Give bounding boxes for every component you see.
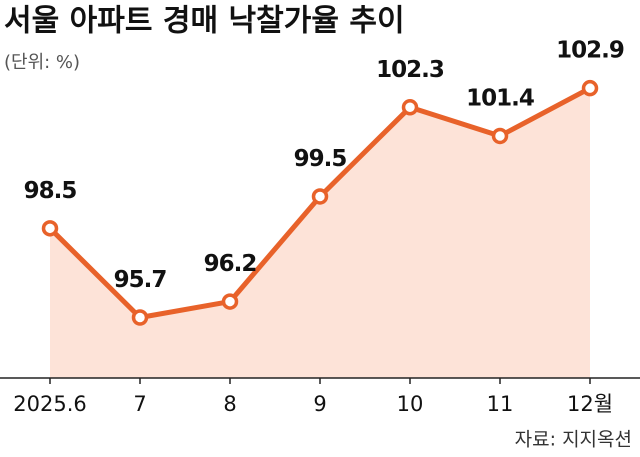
- value-label: 98.5: [24, 178, 77, 204]
- marker: [41, 220, 59, 237]
- value-label: 95.7: [114, 267, 167, 293]
- marker: [491, 127, 509, 145]
- source: 자료: 지지옥션: [515, 429, 632, 451]
- value-label: 96.2: [204, 251, 257, 277]
- x-tick-label: 8: [223, 392, 236, 416]
- marker: [311, 188, 329, 205]
- value-label: 102.9: [556, 38, 624, 64]
- x-tick-label: 9: [313, 392, 326, 416]
- marker: [581, 79, 599, 97]
- chart-subtitle: (단위: %): [4, 52, 80, 73]
- x-tick-label: 7: [133, 392, 146, 416]
- marker: [221, 293, 239, 310]
- x-tick-label: 11: [487, 392, 514, 416]
- value-label: 99.5: [294, 146, 347, 172]
- chart-title: 서울 아파트 경매 낙찰가율 추이: [4, 4, 405, 39]
- marker: [401, 99, 419, 116]
- x-tick-label: 10: [397, 392, 424, 416]
- x-tick-label: 12월: [567, 392, 613, 416]
- x-tick-label: 2025.6: [13, 392, 86, 416]
- area: [50, 88, 590, 378]
- value-label: 101.4: [466, 85, 534, 111]
- marker: [131, 309, 149, 326]
- value-label: 102.3: [376, 57, 444, 83]
